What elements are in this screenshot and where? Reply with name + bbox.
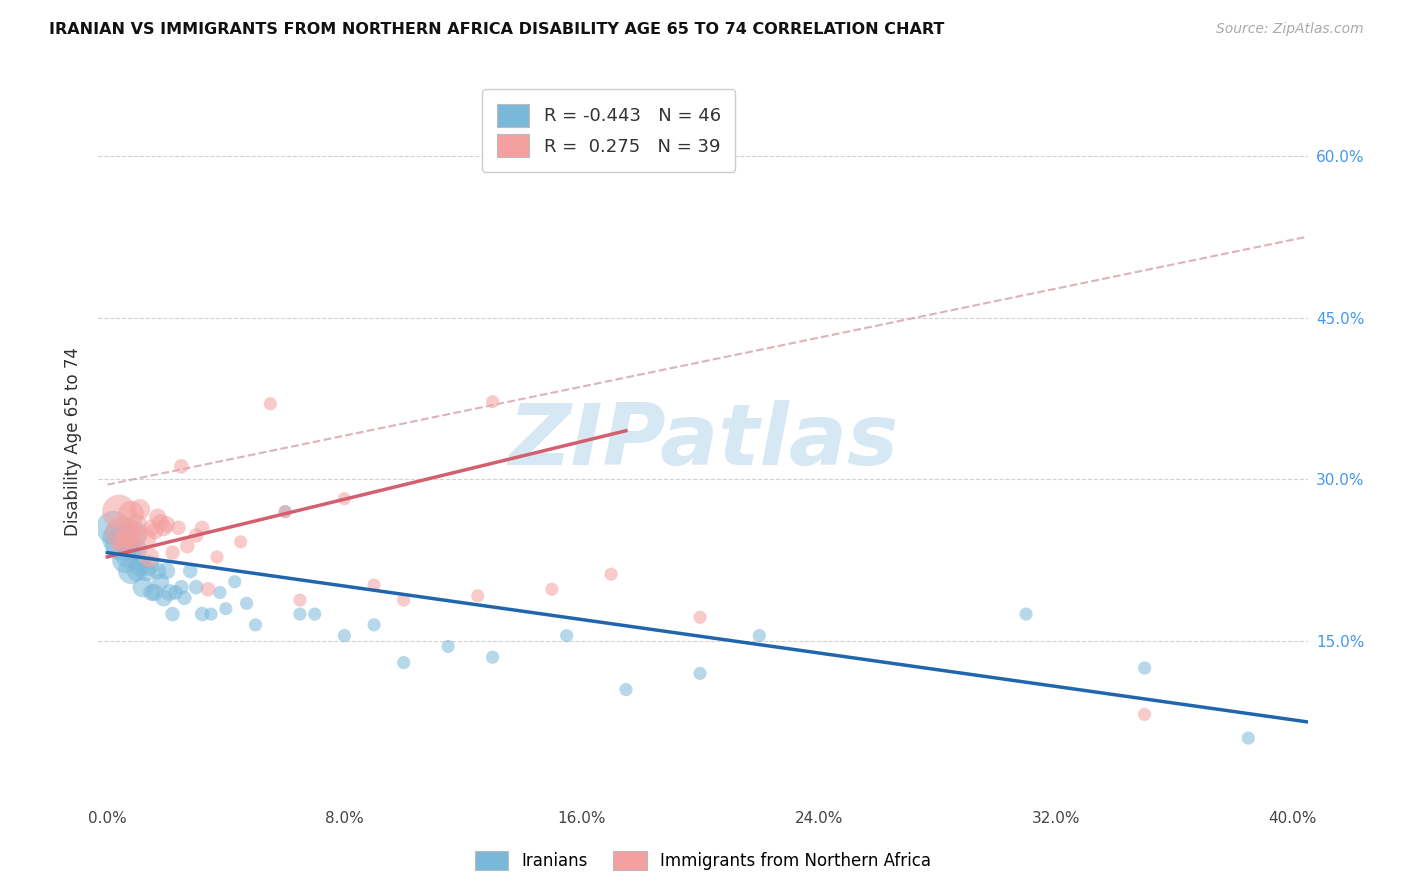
Point [125,564,148,578]
Point [571,149,593,163]
Point [122,526,145,541]
Point [141,585,163,599]
Point [120,507,142,521]
Point [138,549,160,564]
Point [120,564,142,578]
Point [135,564,157,578]
Point [141,521,163,535]
Point [117,528,139,542]
Point [197,582,219,597]
Point [114,537,136,551]
Point [170,459,193,474]
Text: ZIPatlas: ZIPatlas [508,400,898,483]
Point [392,656,415,670]
Point [122,528,145,542]
Point [108,532,131,546]
Point [155,564,177,578]
Point [555,629,578,643]
Point [117,548,139,562]
Point [205,549,228,564]
Point [224,574,246,589]
Point [155,517,177,532]
Point [108,505,131,519]
Point [132,580,155,594]
Point [288,593,311,607]
Point [191,521,214,535]
Point [186,528,208,542]
Point [129,558,152,573]
Point [149,574,172,589]
Point [229,534,252,549]
Point [165,585,187,599]
Point [143,585,166,599]
Point [125,517,148,532]
Point [114,553,136,567]
Point [333,491,356,506]
Point [540,582,562,597]
Point [1133,661,1156,675]
Point [304,607,326,621]
Point [274,505,297,519]
Point [689,610,711,624]
Point [179,564,201,578]
Point [162,546,184,560]
Point [1015,607,1038,621]
Legend: R = -0.443   N = 46, R =  0.275   N = 39: R = -0.443 N = 46, R = 0.275 N = 39 [482,89,735,172]
Point [176,539,198,553]
Point [149,516,172,530]
Text: IRANIAN VS IMMIGRANTS FROM NORTHERN AFRICA DISABILITY AGE 65 TO 74 CORRELATION C: IRANIAN VS IMMIGRANTS FROM NORTHERN AFRI… [49,22,945,37]
Point [333,629,356,643]
Point [437,640,460,654]
Point [152,521,174,535]
Point [1133,707,1156,722]
Point [125,542,148,557]
Point [159,585,181,599]
Point [143,524,166,538]
Point [1237,731,1260,745]
Point [129,502,152,516]
Point [186,580,208,594]
Point [135,532,157,546]
Point [215,601,238,615]
Point [235,596,257,610]
Point [467,589,489,603]
Y-axis label: Disability Age 65 to 74: Disability Age 65 to 74 [65,347,83,536]
Point [392,593,415,607]
Point [481,650,503,665]
Point [170,580,193,594]
Point [103,521,125,535]
Point [600,567,623,582]
Point [748,629,770,643]
Point [274,505,297,519]
Text: Source: ZipAtlas.com: Source: ZipAtlas.com [1216,22,1364,37]
Point [259,397,281,411]
Point [138,558,160,573]
Point [245,618,267,632]
Point [146,510,169,524]
Legend: Iranians, Immigrants from Northern Africa: Iranians, Immigrants from Northern Afric… [468,844,938,877]
Point [363,618,385,632]
Point [481,394,503,409]
Point [614,682,637,697]
Point [162,607,184,621]
Point [111,526,134,541]
Point [363,578,385,592]
Point [496,149,519,163]
Point [689,666,711,681]
Point [200,607,222,621]
Point [173,591,195,605]
Point [111,537,134,551]
Point [146,564,169,578]
Point [288,607,311,621]
Point [152,591,174,605]
Point [191,607,214,621]
Point [167,521,190,535]
Point [208,585,231,599]
